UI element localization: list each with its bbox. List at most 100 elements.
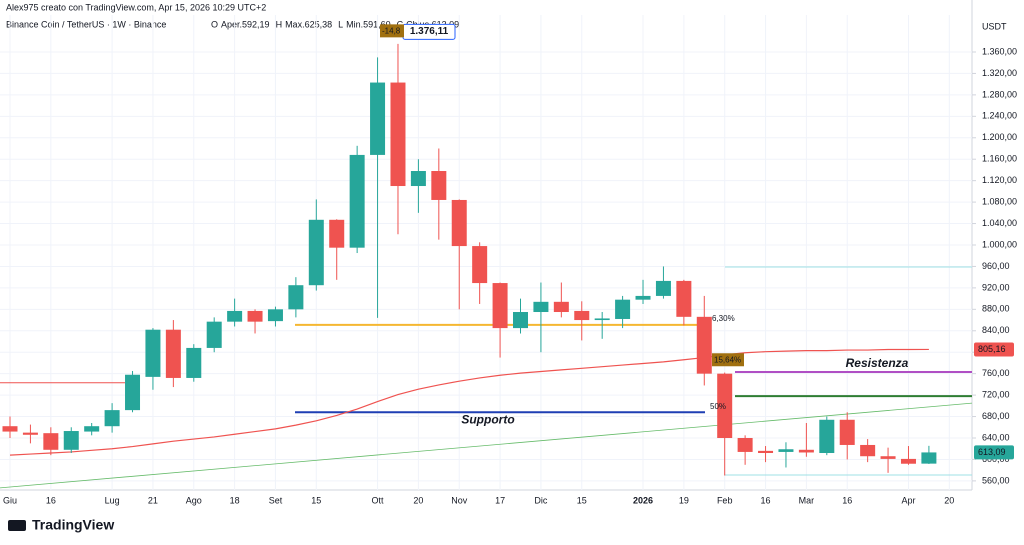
x-tick-label: 18 [230,495,240,505]
candle-body [492,283,508,329]
x-tick-label: 15 [577,495,587,505]
x-tick-label: Nov [451,495,468,505]
y-tick-label: 1.320,00 [982,68,1017,78]
candle-body [410,171,426,187]
y-tick-label: 720,00 [982,389,1010,399]
annotation: 50% [710,402,726,411]
y-tick-label: 1.120,00 [982,175,1017,185]
y-tick-label: 680,00 [982,411,1010,421]
currency: USDT [982,21,1007,31]
y-tick-label: 1.360,00 [982,46,1017,56]
y-tick-label: 760,00 [982,368,1010,378]
candle-body [145,329,161,377]
candle-body [655,280,671,296]
price-label-bg [974,445,1014,460]
y-tick-label: 960,00 [982,261,1010,271]
y-tick-label: 1.280,00 [982,89,1017,99]
y-tick-label: 1.000,00 [982,239,1017,249]
candle-body [84,426,100,432]
ohlc-field: L [338,19,343,29]
x-tick-label: 15 [311,495,321,505]
ohlc-field: O [211,19,218,29]
x-tick-label: 2026 [633,495,653,505]
candle-body [63,431,79,450]
x-tick-label: 16 [761,495,771,505]
candle-body [594,318,610,321]
candle-body [2,426,18,432]
logo: TradingView [8,517,114,533]
candle-body [839,419,855,445]
x-tick-label: 20 [944,495,954,505]
candle-body [880,456,896,459]
logo-text: TradingView [32,517,114,533]
x-tick-label: Giu [3,495,17,505]
candle-body [349,154,365,248]
candle-body [758,450,774,454]
candle-body [900,458,916,464]
candle-body [553,301,569,313]
annotation: -14,8 [382,26,401,35]
ohlc-field: Min.591,60 [346,19,391,29]
price-label-bg [974,342,1014,357]
x-tick-label: Ott [372,495,385,505]
x-tick-label: Mar [799,495,815,505]
x-tick-label: 20 [413,495,423,505]
x-tick-label: Dic [534,495,547,505]
candle-body [860,444,876,457]
x-tick-label: 17 [495,495,505,505]
y-tick-label: 920,00 [982,282,1010,292]
candle-body [206,321,222,348]
annotation: 6,30% [712,314,735,323]
candle-body [186,347,202,378]
ohlc-field: Max.625,38 [285,19,332,29]
x-tick-label: Apr [901,495,915,505]
high-label: 1.376,11 [410,26,449,37]
candle-body [227,310,243,322]
candle-body [574,310,590,321]
y-tick-label: 1.160,00 [982,154,1017,164]
level-label: Resistenza [846,356,909,370]
candle-body [921,452,937,464]
candle-body [431,171,447,200]
candle-body [798,449,814,453]
y-tick-label: 560,00 [982,475,1010,485]
candle-body [533,301,549,313]
candle-body [125,374,141,411]
annotation-bg [712,353,744,367]
trendline [0,402,973,489]
y-tick-label: 1.080,00 [982,196,1017,206]
ohlc-field: H [276,19,283,29]
candle-body [43,433,59,450]
symbol: Binance Coin / TetherUS · 1W · Binance [6,19,166,29]
candle-body [615,299,631,319]
author: Alex975 creato con TradingView.com, Apr … [6,2,266,12]
ohlc-field: Aper.592,19 [221,19,270,29]
candle-body [472,246,488,284]
y-tick-label: 1.200,00 [982,132,1017,142]
candle-body [778,449,794,452]
price-label: 805,16 [978,344,1006,354]
y-tick-label: 1.040,00 [982,218,1017,228]
candle-body [676,280,692,317]
candle-body [819,419,835,454]
annotation: 15,64% [714,355,741,364]
x-tick-label: 16 [842,495,852,505]
candle-body [165,329,181,378]
candle-body [247,310,263,322]
price-label: 613,09 [978,447,1006,457]
x-tick-label: 19 [679,495,689,505]
candle-body [329,219,345,248]
x-tick-label: 21 [148,495,158,505]
y-tick-label: 840,00 [982,325,1010,335]
moving-average [9,348,929,456]
y-tick-label: 1.240,00 [982,111,1017,121]
x-tick-label: Set [269,495,283,505]
candle-body [390,82,406,187]
x-tick-label: Feb [717,495,733,505]
y-tick-label: 640,00 [982,432,1010,442]
level-label: Supporto [461,412,514,426]
candle-body [308,219,324,286]
y-tick-label: 880,00 [982,304,1010,314]
candle-body [635,295,651,300]
candle-body [513,312,528,329]
